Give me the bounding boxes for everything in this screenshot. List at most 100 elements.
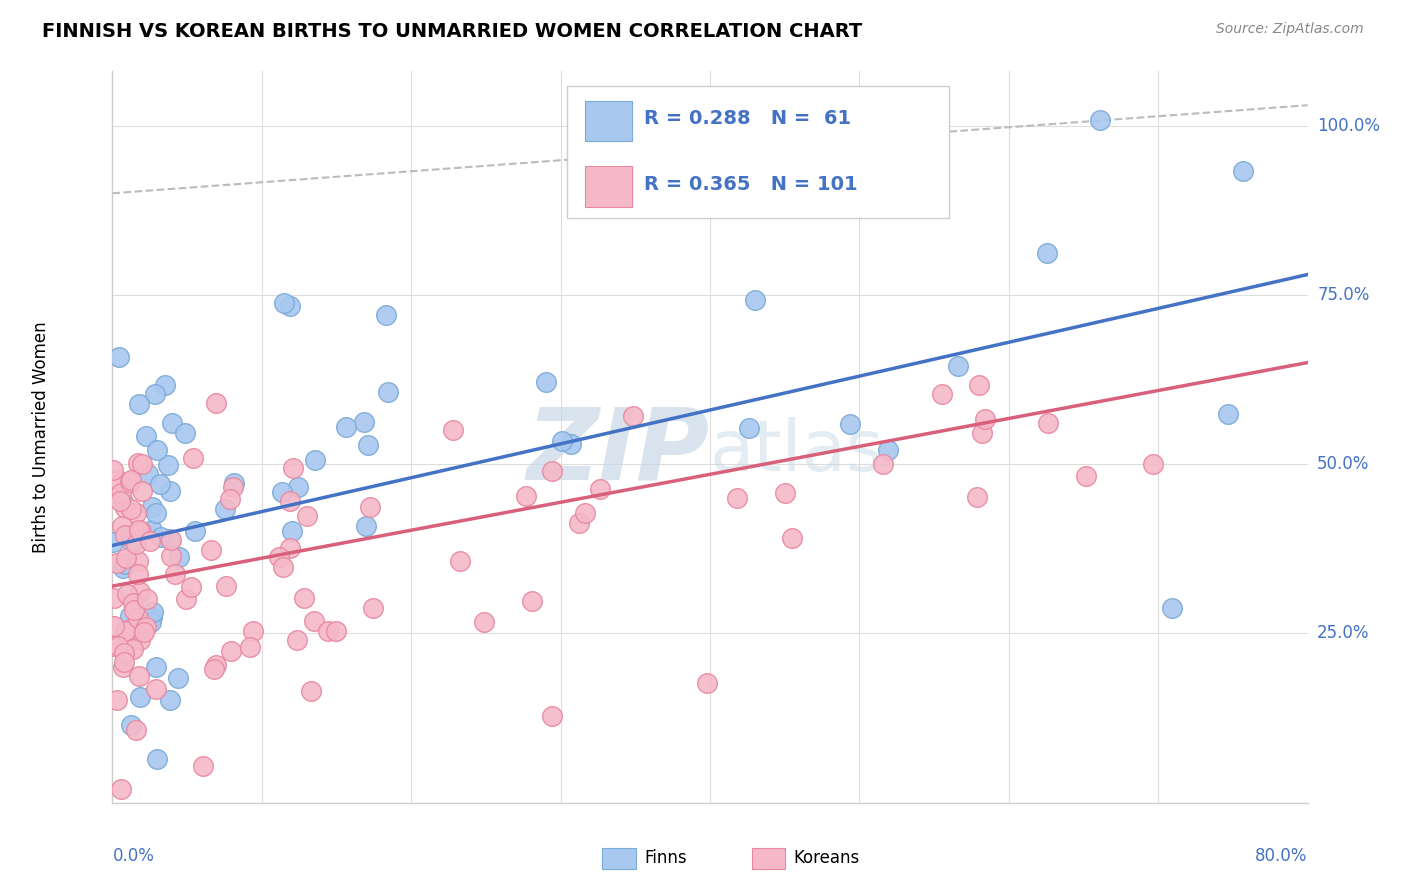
FancyBboxPatch shape [567,86,949,218]
Point [534,375,557,389]
Point [128,669,150,683]
Point [139,615,162,629]
Point [219,491,242,506]
Point [153,378,176,392]
Point [128,633,150,648]
Point [839,417,862,432]
Point [105,693,128,707]
Point [114,527,136,541]
Point [738,421,761,435]
Point [159,693,181,707]
Point [120,718,142,732]
Point [131,457,153,471]
Point [174,592,197,607]
Point [103,591,125,606]
Text: Finns: Finns [644,849,688,867]
Text: 0.0%: 0.0% [112,847,155,864]
Point [114,624,136,638]
Point [295,508,318,523]
Point [103,619,125,633]
Point [287,480,309,494]
Point [111,518,134,533]
Point [550,434,572,448]
Text: atlas: atlas [710,417,884,486]
Point [146,443,169,458]
Point [377,384,399,399]
Point [125,507,148,521]
Point [974,412,997,426]
Point [280,493,302,508]
Point [515,489,537,503]
Point [1160,601,1182,615]
Point [335,420,357,434]
Text: 50.0%: 50.0% [1317,455,1369,473]
Point [285,632,308,647]
Point [141,500,163,515]
Point [112,646,135,660]
Point [278,299,301,313]
Point [271,485,294,500]
Text: FINNISH VS KOREAN BIRTHS TO UNMARRIED WOMEN CORRELATION CHART: FINNISH VS KOREAN BIRTHS TO UNMARRIED WO… [42,22,862,41]
Point [541,464,564,478]
Point [214,501,236,516]
Point [139,534,162,549]
Text: Births to Unmarried Women: Births to Unmarried Women [32,321,49,553]
Point [101,639,124,653]
Point [292,591,315,605]
Point [125,536,148,550]
Point [160,417,183,431]
Point [1216,407,1239,421]
Point [281,460,304,475]
Point [204,658,226,673]
Point [967,377,990,392]
Point [118,475,141,489]
Point [120,501,142,516]
Point [129,524,152,539]
Point [541,709,564,723]
Point [215,579,238,593]
Point [159,483,181,498]
Point [136,467,159,481]
Point [173,426,195,441]
Point [205,396,228,410]
Point [120,473,142,487]
Text: R = 0.365   N = 101: R = 0.365 N = 101 [644,175,858,194]
Point [1036,245,1059,260]
Point [115,551,138,566]
Point [299,683,322,698]
Point [1074,469,1097,483]
Point [135,620,157,634]
Point [107,473,129,487]
Point [118,622,141,636]
Point [160,533,183,548]
FancyBboxPatch shape [585,167,633,207]
Point [114,557,136,571]
Point [472,615,495,629]
Text: Koreans: Koreans [793,849,860,867]
Point [441,423,464,437]
Text: Source: ZipAtlas.com: Source: ZipAtlas.com [1216,22,1364,37]
Point [110,494,132,508]
Point [134,625,156,640]
Point [239,640,262,655]
Point [219,644,242,658]
Point [145,506,167,520]
Point [136,591,159,606]
Point [145,660,167,674]
Point [167,671,190,685]
Point [167,549,190,564]
Point [357,438,380,452]
FancyBboxPatch shape [585,101,633,141]
Point [146,752,169,766]
Point [135,429,157,443]
Point [931,387,953,401]
Point [269,550,291,565]
Point [775,485,797,500]
Point [149,530,172,544]
Point [520,594,543,608]
Point [115,587,138,601]
Point [271,560,294,574]
Point [127,554,149,568]
Point [353,416,375,430]
Point [120,608,142,623]
